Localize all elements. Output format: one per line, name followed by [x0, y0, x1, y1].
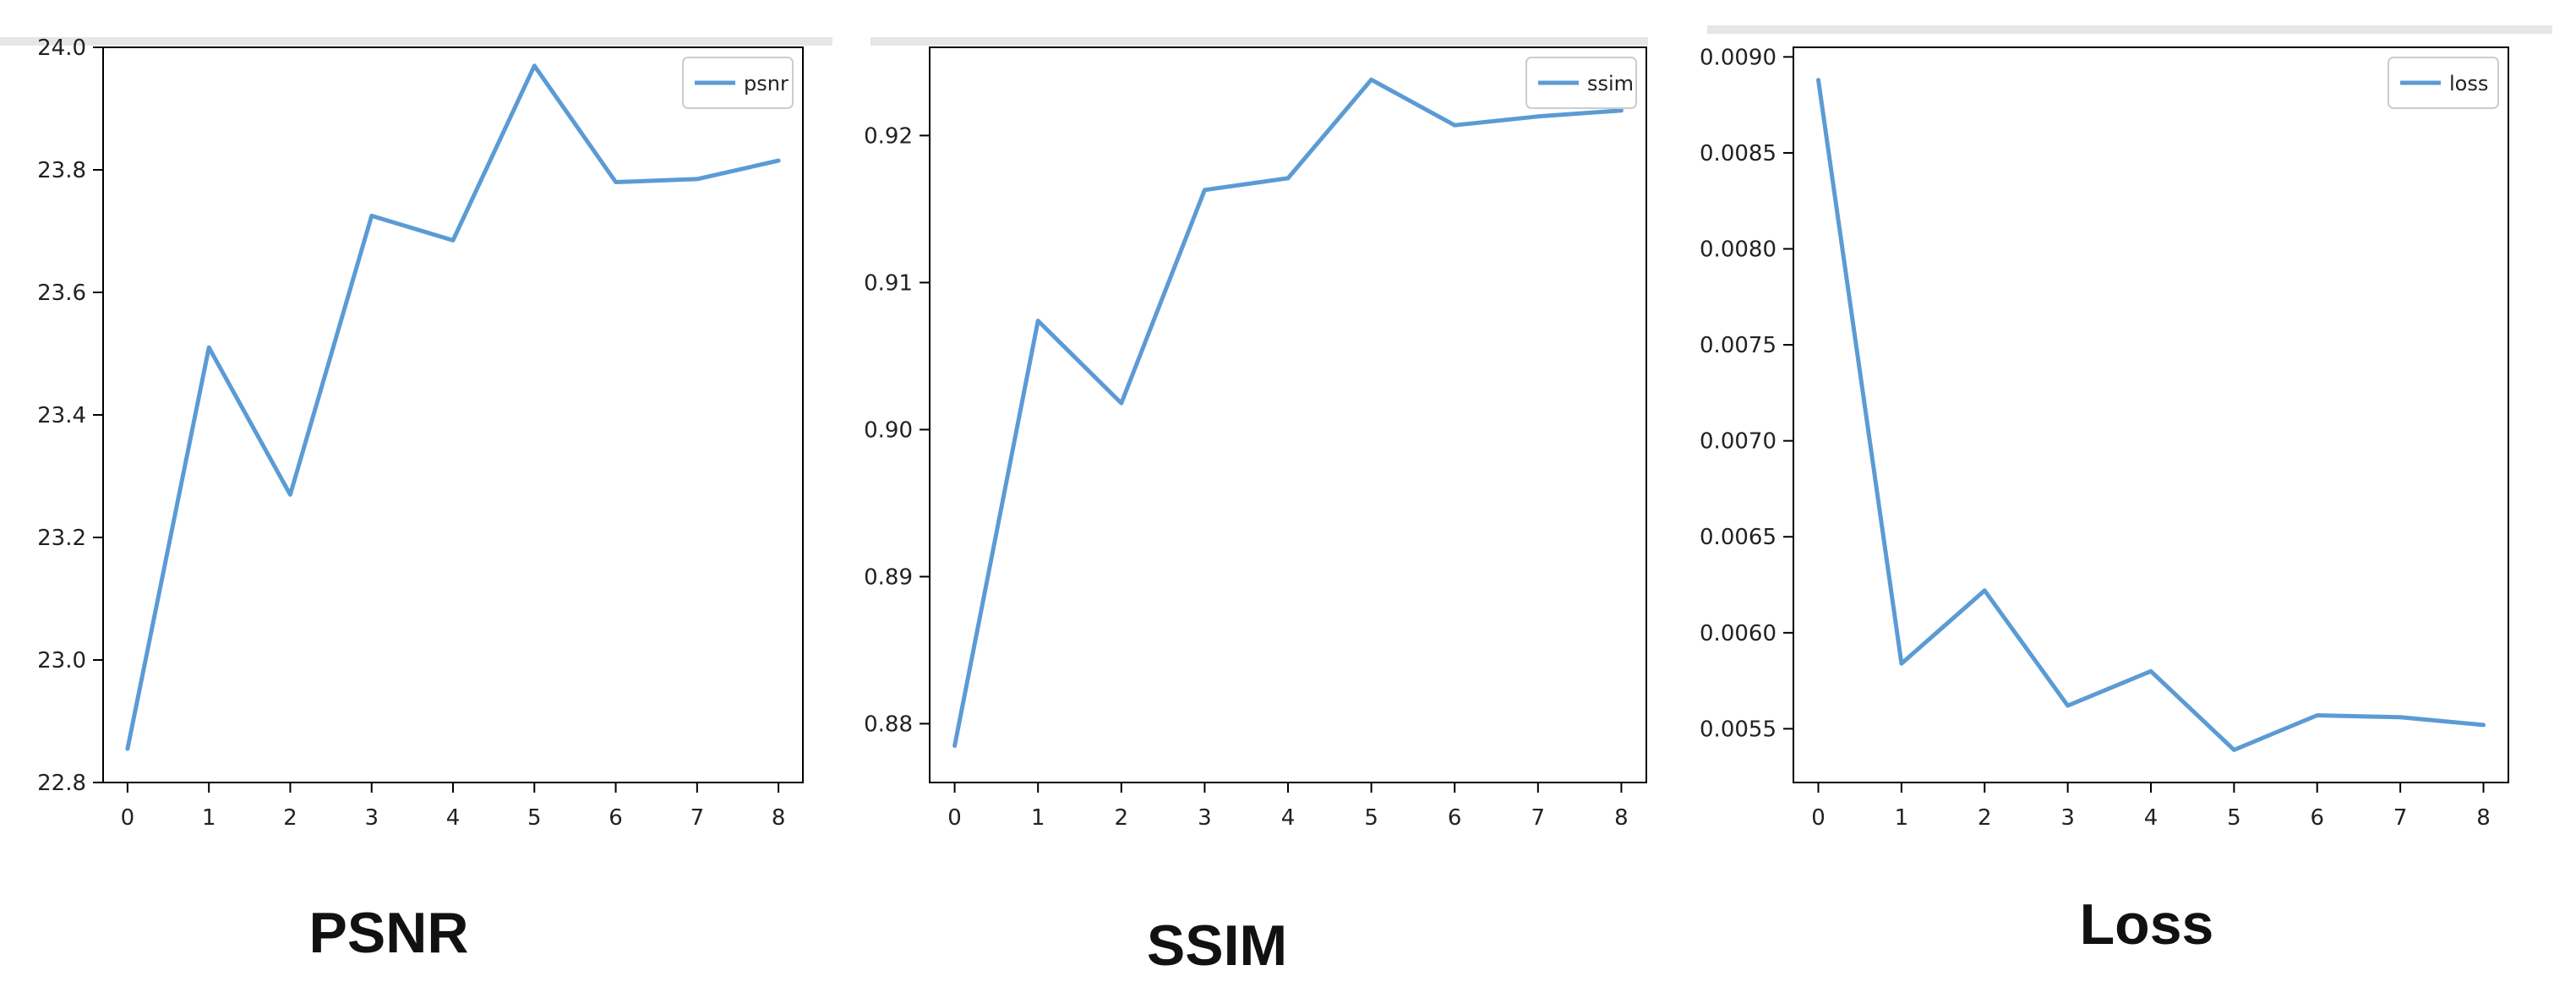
- x-tick-label: 4: [2144, 805, 2158, 831]
- chart-loss: 0 1 2 3 4 5 6 7 8 0.0055 0.0060 0.0065 0.0070 0.0075 0…: [1700, 45, 2509, 831]
- top-bar-psnr: [0, 37, 832, 46]
- legend-box: [1525, 57, 1637, 109]
- y-tick-label: 0.88: [864, 712, 913, 737]
- chart-ssim: 0 1 2 3 4 5 6 7 8 0.88 0.89 0.90 0.91 0.92 ssim: [864, 46, 1647, 831]
- x-tick-label: 3: [364, 805, 379, 831]
- x-tick-label: 5: [527, 805, 542, 831]
- plot-frame: [929, 46, 1647, 783]
- x-tick-label: 4: [1281, 805, 1296, 831]
- x-tick-label: 7: [1531, 805, 1546, 831]
- x-tick-label: 8: [772, 805, 786, 831]
- y-tick-label: 0.0085: [1700, 141, 1776, 166]
- plot-frame: [102, 46, 804, 783]
- y-tick-label: 23.6: [37, 281, 86, 306]
- y-tick-label: 0.90: [864, 417, 913, 443]
- legend-label: loss: [2449, 72, 2488, 95]
- series-line-psnr: [125, 63, 781, 751]
- y-tick-label: 0.0055: [1700, 717, 1776, 742]
- y-tick-label: 22.8: [37, 771, 86, 796]
- x-tick-label: 6: [2310, 805, 2324, 831]
- y-tick-label: 24.0: [37, 35, 86, 61]
- x-tick-label: 2: [283, 805, 297, 831]
- legend-box: [682, 57, 794, 109]
- y-tick-label: 0.91: [864, 270, 913, 296]
- x-tick-label: 6: [609, 805, 623, 831]
- legend-label: ssim: [1587, 72, 1634, 95]
- y-tick-label: 23.0: [37, 648, 86, 673]
- y-tick-label: 0.0070: [1700, 429, 1776, 455]
- x-tick-label: 3: [2060, 805, 2075, 831]
- x-tick-label: 4: [446, 805, 461, 831]
- series-line-ssim: [952, 77, 1624, 748]
- chart-psnr: 0 1 2 3 4 5 6 7 8 22.8 23.0 23.2 23.4 23.6 23.8 24.0 psn…: [37, 35, 804, 831]
- y-tick-label: 23.8: [37, 158, 86, 183]
- legend-label: psnr: [744, 72, 789, 95]
- x-tick-label: 0: [947, 805, 962, 831]
- y-tick-label: 0.0090: [1700, 45, 1776, 70]
- y-tick-label: 0.0080: [1700, 237, 1776, 263]
- x-tick-label: 7: [690, 805, 705, 831]
- caption-loss: Loss: [2079, 892, 2214, 957]
- x-tick-label: 0: [1811, 805, 1826, 831]
- caption-psnr: PSNR: [308, 901, 469, 965]
- x-tick-label: 1: [1031, 805, 1045, 831]
- caption-ssim: SSIM: [1146, 913, 1288, 978]
- top-bar-loss: [1707, 25, 2552, 34]
- x-tick-label: 2: [1115, 805, 1129, 831]
- x-tick-label: 5: [2227, 805, 2241, 831]
- x-tick-label: 1: [1895, 805, 1909, 831]
- x-tick-label: 8: [1614, 805, 1629, 831]
- y-tick-label: 0.0060: [1700, 621, 1776, 646]
- x-tick-label: 8: [2476, 805, 2491, 831]
- y-tick-label: 0.0065: [1700, 525, 1776, 550]
- y-tick-label: 23.4: [37, 403, 86, 428]
- x-tick-label: 6: [1448, 805, 1462, 831]
- y-tick-label: 0.0075: [1700, 333, 1776, 358]
- x-tick-label: 0: [121, 805, 135, 831]
- x-tick-label: 7: [2393, 805, 2408, 831]
- legend-box: [2388, 57, 2499, 109]
- x-tick-label: 3: [1198, 805, 1212, 831]
- x-tick-label: 1: [202, 805, 216, 831]
- x-tick-label: 2: [1978, 805, 1992, 831]
- y-tick-label: 23.2: [37, 526, 86, 551]
- y-tick-label: 0.89: [864, 564, 913, 590]
- y-tick-label: 0.92: [864, 123, 913, 149]
- x-tick-label: 5: [1364, 805, 1378, 831]
- top-bar-ssim: [870, 37, 1648, 46]
- series-line-loss: [1816, 78, 2486, 752]
